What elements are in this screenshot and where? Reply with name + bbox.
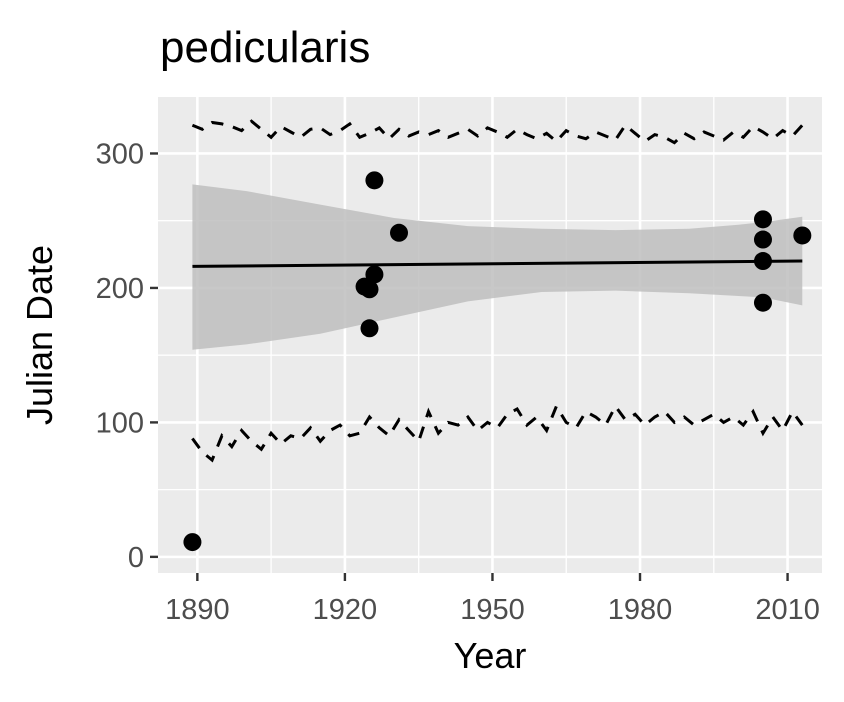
data-point xyxy=(360,280,379,299)
minor-gridlines xyxy=(158,97,822,573)
data-point xyxy=(365,171,384,190)
trend-line xyxy=(192,259,803,268)
data-point xyxy=(390,223,409,242)
data-point xyxy=(753,252,772,271)
y-tick-label: 200 xyxy=(96,273,144,305)
x-tick-label: 1980 xyxy=(608,594,673,626)
upper-dashed-line xyxy=(191,119,804,145)
x-axis-title: Year xyxy=(454,635,527,676)
y-tick-label: 300 xyxy=(96,138,144,170)
y-tick-labels: 0 100 200 300 xyxy=(96,138,144,573)
axis-ticks xyxy=(150,152,789,581)
x-tick-label: 2010 xyxy=(755,594,820,626)
data-point xyxy=(365,265,384,284)
data-point xyxy=(753,293,772,312)
data-point xyxy=(183,533,202,552)
data-point xyxy=(753,210,772,229)
data-point xyxy=(360,319,379,338)
confidence-band xyxy=(192,184,803,350)
x-tick-labels: 1890 1920 1950 1980 2010 xyxy=(165,594,820,626)
y-axis-title: Julian Date xyxy=(19,245,60,425)
data-point xyxy=(793,226,812,245)
y-tick-label: 100 xyxy=(96,407,144,439)
data-points xyxy=(183,171,812,552)
data-point xyxy=(753,230,772,249)
dashed-series xyxy=(191,119,804,463)
x-tick-label: 1890 xyxy=(165,594,230,626)
lower-dashed-line xyxy=(191,402,804,463)
x-tick-label: 1950 xyxy=(460,594,525,626)
chart-title: pedicularis xyxy=(160,23,370,72)
y-tick-label: 0 xyxy=(128,542,144,574)
x-tick-label: 1920 xyxy=(313,594,378,626)
